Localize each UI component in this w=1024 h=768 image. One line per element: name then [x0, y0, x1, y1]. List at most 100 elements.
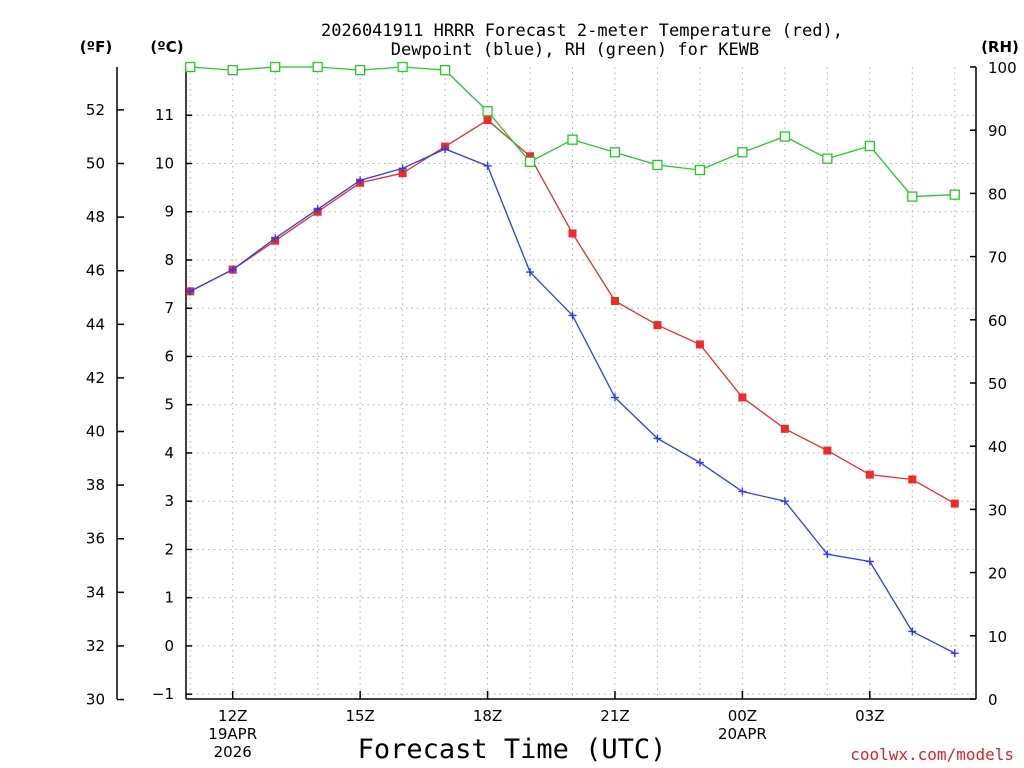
rh-tick-label-40: 40 — [988, 438, 1007, 456]
rh-point-13 — [270, 61, 281, 73]
rh-point-26 — [822, 153, 833, 164]
rh-tick-label-100: 100 — [988, 59, 1017, 77]
c-tick-label-2: 2 — [164, 540, 174, 558]
dewpoint-point-28 — [908, 627, 917, 636]
dewpoint-point-16 — [398, 164, 407, 173]
c-tick-label-3: 3 — [164, 492, 174, 510]
temperature-point-27 — [865, 470, 874, 479]
unit-fahrenheit-label: (ºF) — [80, 38, 112, 56]
c-tick-label-11: 11 — [155, 106, 174, 124]
dewpoint-point-25 — [780, 497, 789, 506]
rh-point-14 — [312, 61, 323, 73]
x-tick-label-12Z: 12Z — [218, 707, 247, 725]
f-tick-label-42: 42 — [86, 369, 105, 387]
rh-point-12 — [227, 65, 238, 76]
c-tick-label-0: 0 — [164, 637, 174, 655]
f-tick-label-30: 30 — [86, 691, 105, 709]
credit-link[interactable]: coolwx.com/models — [850, 745, 1014, 764]
f-tick-label-44: 44 — [86, 315, 105, 333]
c-tick-label-7: 7 — [164, 299, 174, 317]
rh-point-29 — [949, 189, 960, 200]
rh-tick-label-60: 60 — [988, 312, 1007, 330]
x-tick-label-18Z: 18Z — [473, 707, 502, 725]
c-tick-label-6: 6 — [164, 347, 174, 365]
rh-tick-label-90: 90 — [988, 122, 1007, 140]
rh-point-23 — [694, 164, 706, 176]
f-tick-label-38: 38 — [86, 476, 105, 494]
c-tick-label-5: 5 — [164, 396, 174, 414]
temperature-point-19 — [526, 152, 535, 161]
rh-tick-label-30: 30 — [988, 501, 1007, 519]
temperature-point-18 — [483, 116, 492, 125]
x-tick-label-21Z: 21Z — [600, 707, 629, 725]
rh-point-11 — [185, 61, 196, 73]
x-tick-sublabel-19APR: 19APR — [208, 725, 257, 743]
temperature-point-28 — [908, 475, 917, 484]
chart-title-line-1: 2026041911 HRRR Forecast 2-meter Tempera… — [321, 21, 843, 41]
rh-tick-label-10: 10 — [988, 628, 1007, 646]
c-tick-label-4: 4 — [164, 444, 174, 462]
x-axis-title: Forecast Time (UTC) — [358, 734, 667, 765]
rh-point-21 — [609, 147, 621, 158]
temperature-point-26 — [823, 446, 832, 455]
x-tick-label-15Z: 15Z — [345, 707, 374, 725]
dewpoint-point-12 — [228, 265, 237, 274]
temperature-point-21 — [610, 296, 619, 305]
c-tick-label-1: 1 — [164, 589, 174, 607]
temperature-point-29 — [950, 499, 959, 508]
f-tick-label-50: 50 — [86, 154, 105, 172]
c-tick-label-8: 8 — [164, 251, 174, 269]
grid-lines — [186, 67, 976, 699]
rh-point-19 — [524, 156, 536, 167]
temperature-point-25 — [780, 424, 789, 433]
dewpoint-point-26 — [823, 550, 832, 559]
dewpoint-point-11 — [186, 287, 195, 296]
dewpoint-point-21 — [610, 393, 619, 402]
x-tick-sublabel-20APR: 20APR — [718, 725, 767, 743]
dewpoint-point-20 — [568, 311, 577, 320]
rh-point-28 — [907, 191, 918, 202]
rh-point-16 — [397, 61, 408, 73]
temperature-point-23 — [695, 340, 704, 349]
rh-point-24 — [737, 147, 748, 158]
f-tick-label-34: 34 — [86, 583, 105, 601]
temperature-point-20 — [568, 229, 577, 238]
dewpoint-point-19 — [526, 268, 535, 277]
rh-tick-label-80: 80 — [988, 185, 1007, 203]
series-layer — [185, 61, 960, 658]
rh-point-17 — [439, 65, 451, 76]
dewpoint-point-18 — [483, 161, 492, 170]
dewpoint-point-27 — [865, 557, 874, 566]
x-tick-label-03Z: 03Z — [855, 707, 884, 725]
unit-rh-label: (RH) — [981, 38, 1019, 56]
rh-point-27 — [864, 140, 875, 152]
c-tick-label--1: −1 — [152, 685, 174, 703]
f-tick-label-36: 36 — [86, 530, 105, 548]
c-tick-label-10: 10 — [155, 154, 174, 172]
rh-tick-label-0: 0 — [988, 691, 998, 709]
dewpoint-point-24 — [738, 487, 747, 496]
rh-point-18 — [482, 106, 493, 117]
temperature-point-22 — [653, 321, 662, 330]
rh-point-20 — [567, 134, 578, 145]
dewpoint-line — [189, 148, 956, 654]
dewpoint-point-29 — [950, 649, 959, 658]
x-tick-label-00Z: 00Z — [728, 707, 757, 725]
chart-title-line-2: Dewpoint (blue), RH (green) for KEWB — [391, 40, 759, 60]
f-tick-label-52: 52 — [86, 101, 105, 119]
c-tick-label-9: 9 — [164, 203, 174, 221]
dewpoint-point-23 — [695, 458, 704, 467]
rh-tick-label-70: 70 — [988, 249, 1007, 267]
rh-point-15 — [354, 65, 366, 76]
dewpoint-point-15 — [356, 176, 365, 185]
temperature-point-24 — [738, 393, 747, 402]
rh-tick-label-20: 20 — [988, 565, 1007, 583]
dewpoint-point-14 — [313, 205, 322, 214]
rh-tick-label-50: 50 — [988, 375, 1007, 393]
rh-point-22 — [652, 159, 663, 171]
dewpoint-point-13 — [271, 234, 280, 243]
axes: 303234363840424446485052−101234567891011… — [86, 59, 1017, 761]
f-tick-label-46: 46 — [86, 262, 105, 280]
dewpoint-point-17 — [441, 145, 450, 154]
